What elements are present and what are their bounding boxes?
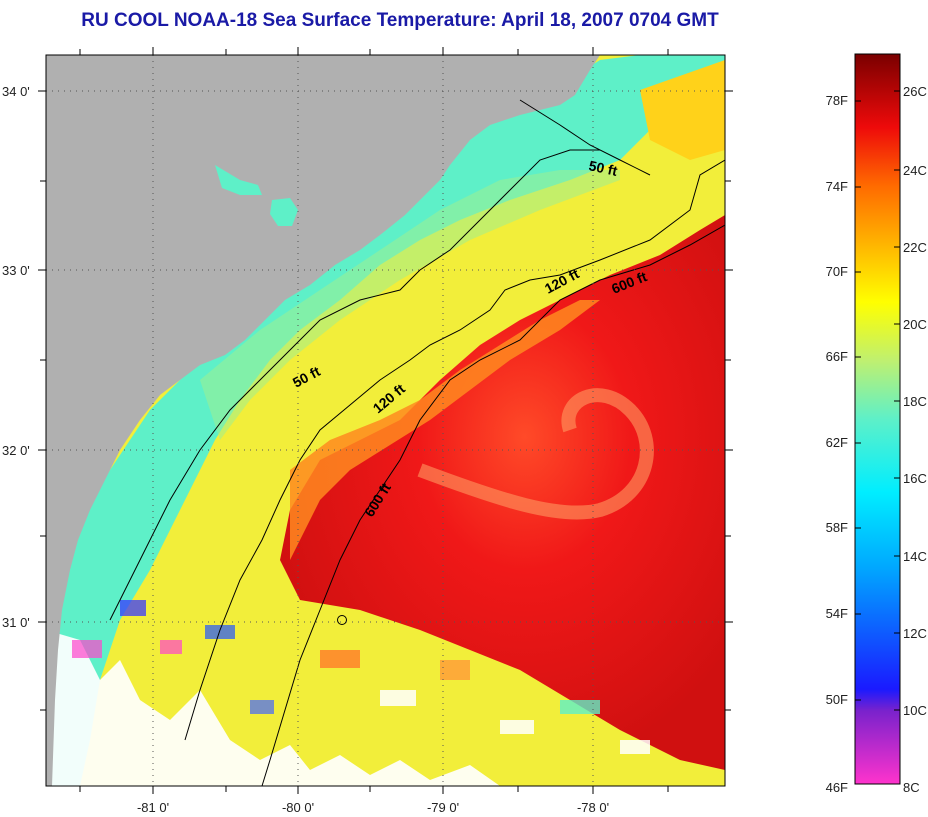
lat-label: 31 0' — [2, 615, 30, 630]
lon-label: -81 0' — [137, 800, 169, 815]
land-mass — [46, 55, 600, 786]
map-title: RU COOL NOAA-18 Sea Surface Temperature:… — [81, 10, 719, 31]
colorbar-c-label: 22C — [903, 240, 927, 255]
colorbar: 78F 74F 70F 66F 62F 58F 54F 50F 46F 26C … — [826, 53, 927, 795]
colorbar-gradient — [854, 53, 901, 785]
map-panel — [46, 55, 725, 786]
colorbar-c-label: 8C — [903, 780, 920, 795]
northeast-warm-water — [640, 60, 725, 160]
lat-label: 33 0' — [2, 263, 30, 278]
colorbar-f-label: 50F — [826, 692, 848, 707]
colorbar-f-label: 62F — [826, 435, 848, 450]
contour-120ft — [184, 159, 725, 741]
colorbar-f-label: 70F — [826, 264, 848, 279]
cloud-cover — [46, 630, 500, 786]
lat-labels: 34 0' 33 0' 32 0' 31 0' — [2, 84, 30, 630]
colorbar-c-label: 12C — [903, 626, 927, 641]
eddy-swirl — [417, 388, 654, 520]
colorbar-c-label: 14C — [903, 549, 927, 564]
colorbar-f-label: 58F — [826, 520, 848, 535]
colorbar-c-label: 18C — [903, 394, 927, 409]
lon-label: -79 0' — [427, 800, 459, 815]
station-marker — [337, 615, 347, 625]
colorbar-c-label: 16C — [903, 471, 927, 486]
nearshore-water — [46, 55, 725, 786]
colorbar-f-label: 78F — [826, 93, 848, 108]
lon-label: -78 0' — [577, 800, 609, 815]
cloud-speckles — [72, 600, 650, 754]
lat-label: 34 0' — [2, 84, 30, 99]
contour-50ft — [109, 99, 651, 621]
colorbar-c-label: 26C — [903, 84, 927, 99]
colorbar-c-label: 20C — [903, 317, 927, 332]
contour-label-50ft: 50 ft — [587, 157, 619, 179]
colorbar-f-label: 66F — [826, 349, 848, 364]
colorbar-c-label: 10C — [903, 703, 927, 718]
colorbar-f-label: 74F — [826, 179, 848, 194]
lat-label: 32 0' — [2, 443, 30, 458]
map-frame — [45, 54, 726, 787]
colorbar-c-label: 24C — [903, 163, 927, 178]
contour-600ft — [261, 224, 725, 786]
inlet — [215, 165, 262, 195]
island — [270, 198, 298, 226]
colorbar-f-label: 54F — [826, 606, 848, 621]
lon-label: -80 0' — [282, 800, 314, 815]
lon-labels: -81 0' -80 0' -79 0' -78 0' — [137, 800, 609, 815]
bathymetry-contours — [109, 99, 725, 786]
colorbar-f-label: 46F — [826, 780, 848, 795]
map-ticks — [38, 47, 733, 794]
colorbar-ticks — [855, 90, 900, 711]
